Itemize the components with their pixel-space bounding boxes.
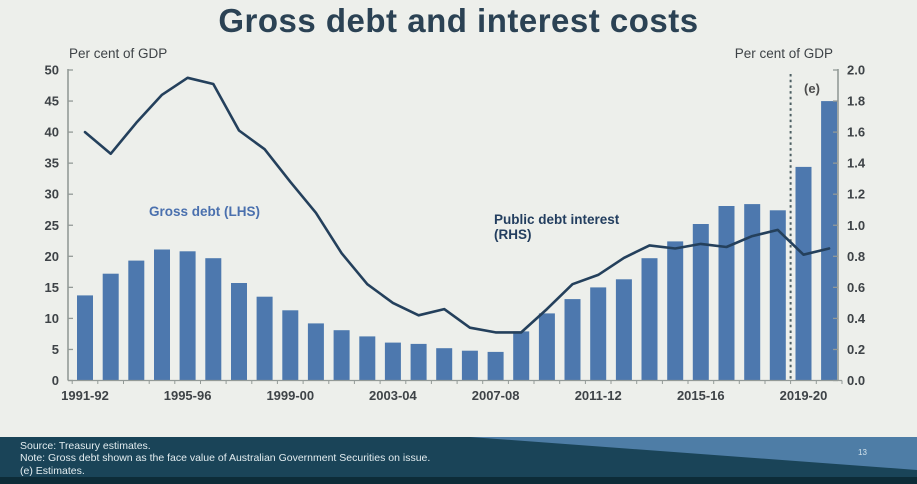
lhs-axis-title: Per cent of GDP <box>69 46 168 61</box>
gross-debt-note: Note: Gross debt shown as the face value… <box>20 452 431 465</box>
bar-2007-08 <box>487 351 504 381</box>
rhs-axis-title: Per cent of GDP <box>734 46 833 61</box>
rhs-tick-label: 1.4 <box>847 156 866 171</box>
lhs-tick-label: 25 <box>45 218 59 233</box>
footer-wedge-decoration <box>470 437 917 470</box>
bar-2001-02 <box>333 330 350 381</box>
bar-2009-10 <box>538 313 555 381</box>
bar-1991-92 <box>77 295 93 381</box>
x-tick-label: 2007-08 <box>472 388 520 403</box>
interest-series-label-line2: (RHS) <box>494 227 532 242</box>
lhs-tick-label: 15 <box>45 280 59 295</box>
rhs-tick-label: 0.2 <box>847 342 865 357</box>
rhs-tick-label: 1.2 <box>847 187 865 202</box>
bar-2016-17 <box>718 206 735 381</box>
lhs-tick-label: 40 <box>45 125 59 140</box>
lhs-tick-label: 45 <box>45 94 59 109</box>
bar-1992-93 <box>102 273 119 381</box>
chart-plot: 50 2.045 1.840 1.635 1.430 1.225 1.020 0.815 0.6… <box>45 63 866 404</box>
bar-1996-97 <box>205 258 222 381</box>
bar-1997-98 <box>231 283 247 381</box>
public-debt-interest-line <box>83 76 831 334</box>
interest-series-label: Public debt interest (RHS) <box>494 212 619 242</box>
lhs-tick-label: 5 <box>52 342 59 357</box>
rhs-tick-label: 1.8 <box>847 94 865 109</box>
bar-2015-16 <box>692 224 709 381</box>
bar-2017-18 <box>744 204 761 381</box>
x-tick-label: 1995-96 <box>164 388 212 403</box>
bar-2010-11 <box>564 299 581 381</box>
rhs-tick-label: 1.6 <box>847 125 865 140</box>
x-tick-label: 1991-92 <box>61 388 109 403</box>
bar-2011-12 <box>590 287 607 381</box>
footer-band: Source: Treasury estimates. Note: Gross … <box>0 437 917 484</box>
gross-debt-series-label: Gross debt (LHS) <box>149 204 261 219</box>
bar-2003-04 <box>384 342 401 381</box>
rhs-tick-label: 0.6 <box>847 280 865 295</box>
chart-title: Gross debt and interest costs <box>218 2 699 39</box>
interest-series-label-line1: Public debt interest <box>494 212 620 227</box>
x-tick-label: 2003-04 <box>369 388 417 403</box>
lhs-tick-label: 50 <box>45 63 59 78</box>
x-tick-label: 2019-20 <box>780 388 828 403</box>
x-tick-label: 2015-16 <box>677 388 725 403</box>
x-tick-label: 1999-00 <box>266 388 314 403</box>
bar-2014-15 <box>667 241 684 381</box>
bar-2013-14 <box>641 258 658 381</box>
bar-2012-13 <box>615 279 632 381</box>
rhs-tick-label: 2.0 <box>847 63 865 78</box>
bar-1994-95 <box>154 249 170 381</box>
bar-2019-20 <box>795 166 812 381</box>
bar-2008-09 <box>513 331 530 381</box>
x-tick-label: 2011-12 <box>575 388 622 403</box>
lhs-tick-label: 0 <box>52 373 59 388</box>
lhs-tick-label: 10 <box>45 311 59 326</box>
bar-2004-05 <box>410 343 427 381</box>
bar-1995-96 <box>179 251 196 381</box>
estimates-marker-label: (e) <box>804 81 820 96</box>
rhs-tick-label: 1.0 <box>847 218 865 233</box>
estimates-note: (e) Estimates. <box>20 464 85 477</box>
bar-2018-19 <box>769 210 786 381</box>
lhs-tick-label: 30 <box>45 187 59 202</box>
rhs-tick-label: 0.8 <box>847 249 865 264</box>
footer-bottom-strip <box>0 477 917 484</box>
bar-1998-99 <box>256 296 273 381</box>
lhs-tick-label: 20 <box>45 249 59 264</box>
lhs-tick-label: 35 <box>45 156 59 171</box>
bar-2002-03 <box>359 336 376 381</box>
bar-1993-94 <box>128 260 145 381</box>
bar-2006-07 <box>461 350 478 381</box>
bar-1999-00 <box>282 310 299 381</box>
bar-2000-01 <box>307 323 324 381</box>
bar-2005-06 <box>436 348 453 381</box>
rhs-tick-label: 0.0 <box>847 373 865 388</box>
rhs-tick-label: 0.4 <box>847 311 866 326</box>
footer-notes: Source: Treasury estimates. Note: Gross … <box>20 440 430 477</box>
bar-2020-21 <box>821 101 838 381</box>
page-number: 13 <box>858 448 867 457</box>
source-note: Source: Treasury estimates. <box>20 440 151 452</box>
